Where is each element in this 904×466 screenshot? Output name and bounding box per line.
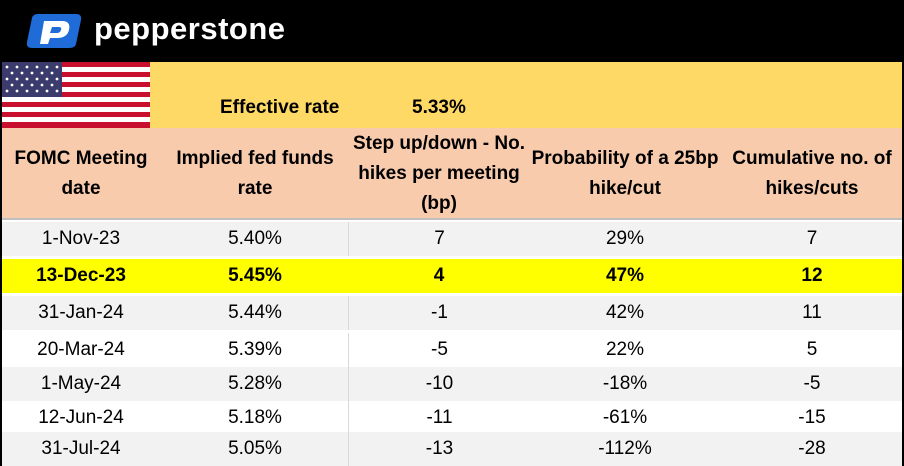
table-border-right [902, 62, 904, 466]
cell-date: 31-Jul-24 [41, 438, 121, 459]
cell-date: 12-Jun-24 [38, 407, 124, 428]
header-probability: Probability of a 25bp hike/cut [531, 148, 719, 199]
cell-step-bp: 7 [348, 222, 530, 256]
table-row: 20-Mar-24 5.39% -5 22% 5 [0, 333, 904, 367]
cell-cumulative: -15 [798, 407, 826, 428]
header-step-bp: Step up/down - No. hikes per meeting (bp… [352, 133, 526, 214]
table-row: 31-Jul-24 5.05% -13 -112% -28 [0, 432, 904, 466]
header-cumulative: Cumulative no. of hikes/cuts [732, 148, 892, 199]
us-flag-icon [0, 62, 150, 128]
cell-cumulative: 5 [806, 339, 818, 360]
cell-implied-rate: 5.44% [228, 302, 282, 323]
cell-probability: -18% [602, 373, 648, 394]
cell-implied-rate: 5.05% [228, 438, 282, 459]
cell-probability: -61% [602, 407, 648, 428]
cell-date: 20-Mar-24 [37, 339, 125, 360]
cell-implied-rate: 5.28% [228, 373, 282, 394]
cell-probability: 47% [605, 265, 645, 286]
cell-cumulative: 11 [802, 302, 822, 323]
cell-cumulative: 7 [806, 228, 818, 249]
cell-implied-rate: 5.40% [228, 228, 282, 249]
cell-probability: 42% [605, 302, 645, 323]
table-row: 12-Jun-24 5.18% -11 -61% -15 [0, 401, 904, 435]
effective-rate-label: Effective rate [220, 97, 340, 118]
cell-step-bp: -11 [348, 401, 530, 435]
effective-rate-band [150, 62, 904, 128]
effective-rate-value: 5.33% [412, 97, 466, 118]
table-row: 1-May-24 5.28% -10 -18% -5 [0, 367, 904, 401]
cell-step-bp: -13 [348, 432, 530, 466]
cell-step-bp: -10 [348, 367, 530, 401]
table-row: 1-Nov-23 5.40% 7 29% 7 [0, 222, 904, 256]
table-border-left [0, 62, 2, 466]
table-row: 31-Jan-24 5.44% -1 42% 11 [0, 296, 904, 330]
cell-date: 1-May-24 [40, 373, 122, 394]
header-divider [0, 218, 904, 220]
cell-cumulative: -28 [798, 438, 826, 459]
header-meeting-date: FOMC Meeting date [14, 148, 148, 199]
cell-probability: -112% [598, 438, 652, 459]
cell-probability: 22% [605, 339, 645, 360]
cell-date: 31-Jan-24 [38, 302, 124, 323]
pepperstone-logo-icon [26, 14, 82, 48]
table-header-row [0, 128, 904, 220]
cell-implied-rate: 5.45% [228, 265, 282, 286]
cell-implied-rate: 5.18% [228, 407, 282, 428]
cell-step-bp: 4 [433, 265, 445, 286]
cell-date: 1-Nov-23 [41, 228, 121, 249]
brand-name: pepperstone [94, 11, 286, 46]
cell-cumulative: -5 [803, 373, 821, 394]
brand-header: pepperstone [0, 0, 904, 62]
cell-cumulative: 12 [801, 265, 823, 286]
cell-implied-rate: 5.39% [228, 339, 282, 360]
header-implied-rate: Implied fed funds rate [176, 148, 334, 199]
cell-step-bp: -1 [348, 296, 530, 330]
table-row-highlighted: 13-Dec-23 5.45% 4 47% 12 [0, 259, 904, 293]
cell-step-bp: -5 [348, 333, 530, 367]
cell-date: 13-Dec-23 [36, 265, 126, 286]
cell-probability: 29% [605, 228, 645, 249]
